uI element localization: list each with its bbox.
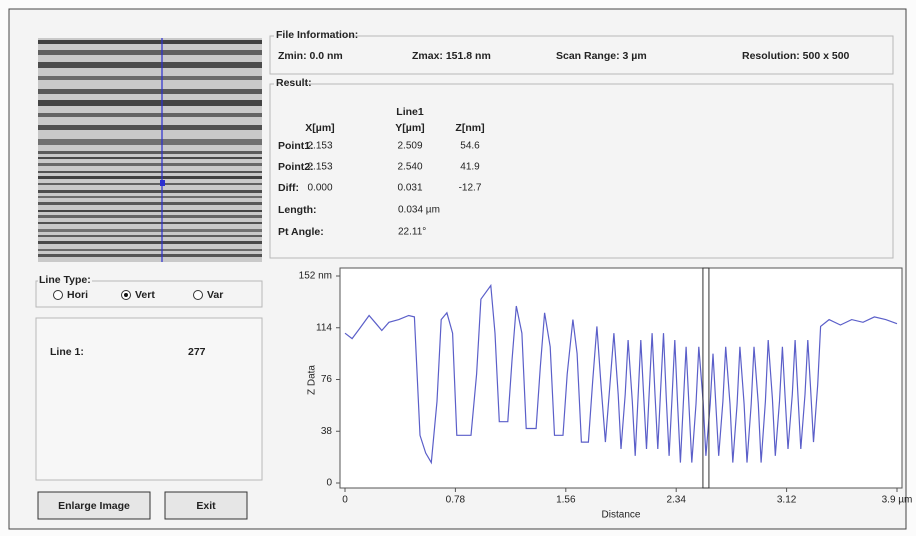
image-stripe	[38, 113, 262, 117]
radio[interactable]	[194, 291, 203, 300]
column-header: X[µm]	[305, 122, 334, 134]
image-stripe	[38, 235, 262, 237]
x-tick-label: 2.34	[666, 495, 686, 506]
page: File Information: Zmin: 0.0 nm Zmax: 151…	[0, 0, 916, 541]
window: File Information: Zmin: 0.0 nm Zmax: 151…	[0, 0, 916, 536]
radio-group: Hori Vert Var	[54, 289, 224, 301]
scan-range: Scan Range: 3 µm	[556, 50, 647, 62]
image-stripe	[38, 215, 262, 218]
image-stripe	[38, 139, 262, 145]
y-tick-label: 114	[316, 322, 332, 333]
pt-angle-label: Pt Angle:	[278, 226, 324, 238]
image-stripe	[38, 76, 262, 80]
image-stripe	[38, 176, 262, 179]
image-stripe	[38, 183, 262, 185]
radio-label[interactable]: Vert	[135, 289, 155, 301]
length-value: 0.034 µm	[398, 205, 440, 216]
cell: 2.153	[307, 141, 332, 152]
cell: 2.540	[397, 162, 422, 173]
image-stripe	[38, 151, 262, 154]
cell: 2.509	[397, 141, 422, 152]
enlarge-button[interactable]: Enlarge Image	[38, 492, 150, 519]
button-label[interactable]: Exit	[196, 500, 216, 512]
radio-dot[interactable]	[124, 293, 128, 297]
image-stripe	[38, 100, 262, 106]
image-stripe	[38, 62, 262, 68]
x-tick-label: 3.9 µm	[882, 495, 913, 506]
x-tick-label: 0.78	[446, 495, 466, 506]
image-stripe	[38, 40, 262, 44]
line-type-title: Line Type:	[39, 274, 91, 286]
image-stripe	[38, 241, 262, 244]
line-info-panel	[36, 318, 262, 480]
image-stripe	[38, 50, 262, 55]
y-tick-label: 76	[321, 374, 333, 385]
line-info-label: Line 1:	[50, 346, 84, 358]
radio-label[interactable]: Var	[207, 289, 223, 301]
y-tick-label: 38	[321, 426, 333, 437]
x-tick-label: 0	[342, 495, 348, 506]
button-label[interactable]: Enlarge Image	[58, 500, 130, 512]
result-title: Result:	[276, 77, 312, 89]
cell: 0.000	[307, 183, 332, 194]
x-tick-label: 1.56	[556, 495, 576, 506]
afm-image	[38, 38, 262, 262]
radio-label[interactable]: Hori	[67, 289, 88, 301]
x-axis-title: Distance	[602, 510, 641, 521]
image-stripe	[38, 190, 262, 193]
length-label: Length:	[278, 204, 317, 216]
image-stripe	[38, 202, 262, 205]
cell: 54.6	[460, 141, 480, 152]
zmax: Zmax: 151.8 nm	[412, 50, 491, 62]
cell: 2.153	[307, 162, 332, 173]
radio[interactable]	[54, 291, 63, 300]
column-group: Line1	[396, 106, 424, 118]
image-stripe	[38, 249, 262, 251]
column-header: Y[µm]	[395, 122, 424, 134]
image-stripe	[38, 163, 262, 166]
image-stripe	[38, 196, 262, 198]
cell: 41.9	[460, 162, 480, 173]
resolution: Resolution: 500 x 500	[742, 50, 850, 62]
cell: 0.031	[397, 183, 422, 194]
pt-angle-value: 22.11°	[398, 227, 426, 238]
exit-button[interactable]: Exit	[165, 492, 247, 519]
y-axis-title: Z Data	[307, 365, 318, 395]
image-stripe	[38, 171, 262, 173]
image-stripe	[38, 157, 262, 159]
image-stripe	[38, 229, 262, 232]
cell: -12.7	[459, 183, 482, 194]
file-info-title: File Information:	[276, 29, 358, 41]
y-tick-label: 152 nm	[299, 271, 332, 282]
image-stripe	[38, 210, 262, 212]
image-stripe	[38, 125, 262, 130]
image-stripe	[38, 254, 262, 257]
column-header: Z[nm]	[455, 122, 484, 134]
x-tick-label: 3.12	[777, 495, 797, 506]
image-stripe	[38, 89, 262, 94]
y-tick-label: 0	[326, 478, 332, 489]
image-stripe	[38, 222, 262, 224]
row-label: Diff:	[278, 182, 299, 194]
image-bg	[38, 38, 262, 262]
image-marker	[160, 180, 165, 186]
line-info-value: 277	[188, 346, 206, 358]
zmin: Zmin: 0.0 nm	[278, 50, 343, 62]
